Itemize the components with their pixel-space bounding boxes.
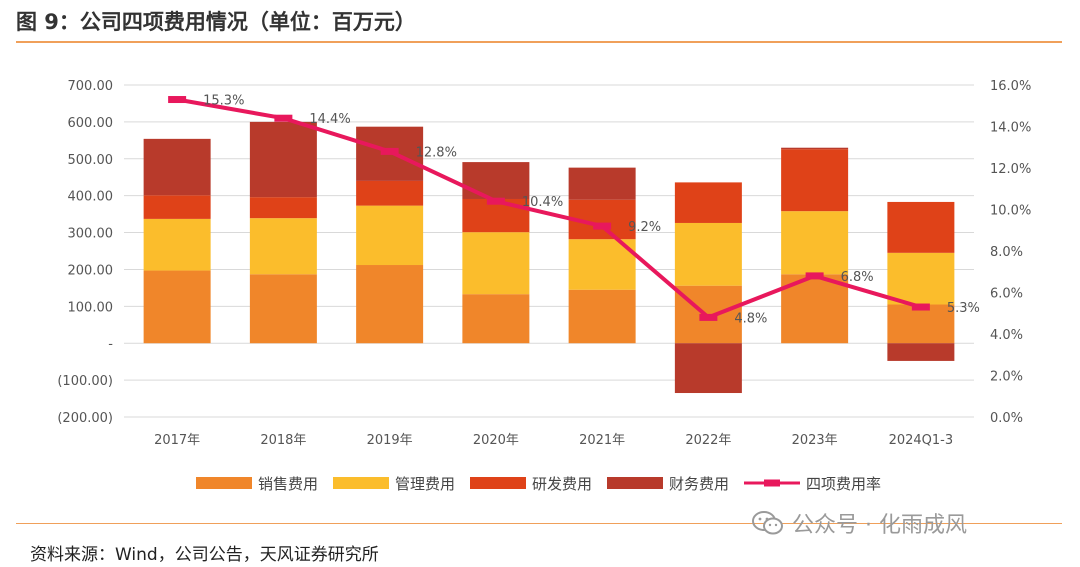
bar-segment [462,162,530,199]
bar-segment [781,149,849,212]
left-tick-label: 200.00 [68,263,114,278]
bar-segment [249,197,317,219]
legend-marker [764,479,780,487]
x-axis: 2017年 2018年 2019年 2020年 2021年 2022年 2023年 2024Q… [154,433,953,448]
ratio-marker [805,272,824,280]
bar-segment [249,121,317,198]
bar-segment [143,218,211,271]
legend-swatch [333,477,389,489]
bar-segment [249,274,317,344]
bar-segment [674,182,742,223]
bar-segment [462,294,530,344]
right-tick-label: 12.0% [990,162,1031,177]
ratio-marker [593,222,612,230]
ratio-marker [699,313,718,321]
bar-segment [356,205,424,266]
right-tick-label: 0.0% [990,411,1023,426]
x-tick-label: 2019年 [367,433,413,448]
title-divider [16,41,1062,43]
x-tick-label: 2023年 [792,433,838,448]
legend-label: 管理费用 [395,475,455,493]
ratio-marker [274,114,293,122]
bar-segment [674,222,742,286]
ratio-marker [380,147,399,155]
watermark-text: 公众号 · 化雨成风 [792,513,967,538]
bar-segment [887,201,955,253]
left-tick-label: (100.00) [57,374,113,389]
ratio-line [176,97,922,320]
right-axis: 0.0% 2.0% 4.0% 6.0% 8.0% 10.0% 12.0% 14.0% 16.0% [990,79,1031,426]
left-axis: (200.00) (100.00) - 100.00 200.00 300.00 400.0… [57,79,113,426]
ratio-data-label: 10.4% [522,195,563,210]
right-tick-label: 14.0% [990,121,1031,136]
left-tick-label: 400.00 [68,190,114,205]
left-tick-label: 600.00 [68,116,114,131]
ratio-marker [911,303,930,311]
wechat-icon [752,511,783,535]
legend-swatch [196,477,252,489]
bar-segment [356,265,424,344]
x-tick-label: 2020年 [473,433,519,448]
right-tick-label: 4.0% [990,328,1023,343]
right-tick-label: 2.0% [990,370,1023,385]
left-tick-label: 500.00 [68,153,114,168]
expense-ratio-line: 15.3% 14.4% 12.8% 10.4% 9.2% 4.8% 6.8% 5.3% [168,94,980,326]
legend-label: 四项费用率 [806,475,881,493]
right-tick-label: 8.0% [990,245,1023,260]
expense-chart: (200.00) (100.00) - 100.00 200.00 300.00 400.0… [57,79,1031,493]
bar-segment [568,289,636,344]
ratio-data-label: 4.8% [734,311,767,326]
bar-segment [781,147,849,150]
left-tick-label: 300.00 [68,227,114,242]
ratio-data-label: 14.4% [309,112,350,127]
source-note: 资料来源：Wind，公司公告，天风证券研究所 [30,545,379,565]
legend-label: 研发费用 [532,475,592,493]
legend-label: 销售费用 [258,475,318,493]
x-tick-label: 2017年 [154,433,200,448]
bar-segment [887,343,955,361]
watermark: 公众号 · 化雨成风 [752,507,967,539]
bar-segment [781,211,849,275]
bar-segment [143,195,211,219]
right-tick-label: 16.0% [990,79,1031,94]
bar-segment [462,232,530,295]
bar-segment [143,138,211,196]
ratio-data-label: 6.8% [841,270,874,285]
ratio-marker [486,197,505,205]
bar-segment [249,218,317,275]
footer-divider [16,523,1062,524]
ratio-data-label: 12.8% [416,145,457,160]
right-tick-label: 10.0% [990,204,1031,219]
ratio-data-label: 15.3% [203,94,244,109]
legend-label: 财务费用 [669,475,729,493]
x-tick-label: 2022年 [685,433,731,448]
left-tick-label: 100.00 [68,300,114,315]
bar-segment [143,270,211,344]
x-tick-label: 2021年 [579,433,625,448]
legend-swatch [470,477,526,489]
ratio-data-label: 5.3% [947,301,980,316]
ratio-data-label: 9.2% [628,220,661,235]
bar-segment [887,252,955,305]
legend: 销售费用 管理费用 研发费用 财务费用 四项费用率 [196,475,881,493]
bar-segment [356,180,424,206]
bar-segment [568,167,636,200]
right-tick-label: 6.0% [990,287,1023,302]
bar-segment [887,304,955,344]
x-tick-label: 2024Q1-3 [889,433,954,448]
chart-title: 图 9：公司四项费用情况（单位：百万元） [16,10,416,34]
bars [143,121,955,394]
left-tick-label: - [108,337,113,352]
x-tick-label: 2018年 [260,433,306,448]
left-tick-label: 700.00 [68,79,114,94]
left-tick-label: (200.00) [57,411,113,426]
legend-swatch [607,477,663,489]
ratio-marker [168,96,187,104]
bar-segment [674,343,742,394]
